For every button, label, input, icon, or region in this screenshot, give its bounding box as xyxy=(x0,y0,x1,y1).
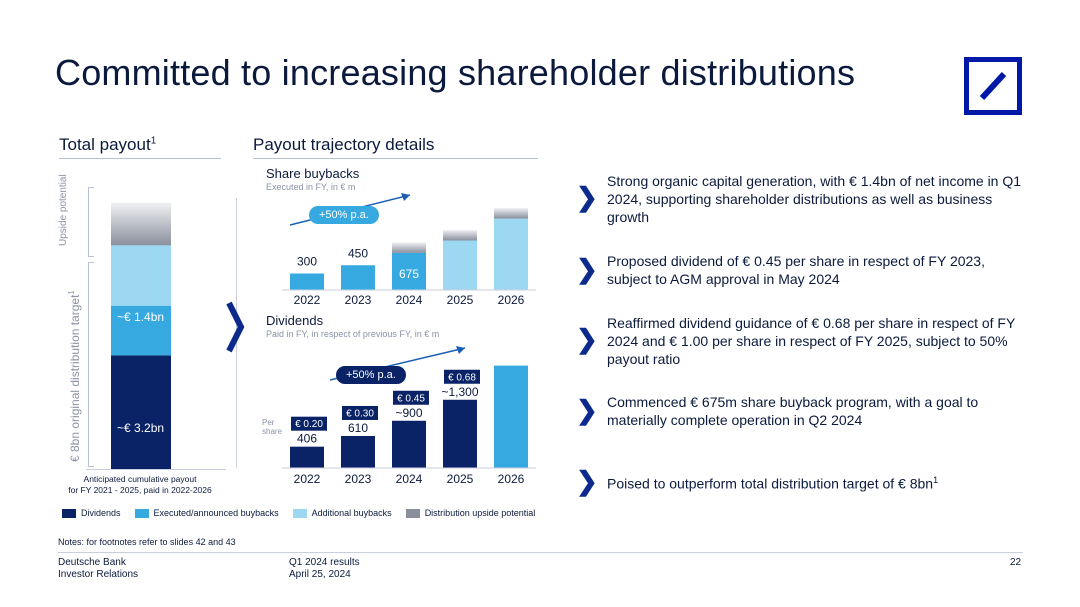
data-label: ~1,300 xyxy=(441,385,478,399)
deutsche-bank-logo xyxy=(964,57,1022,115)
total-payout-heading: Total payout1 xyxy=(59,135,157,154)
bar-dividend xyxy=(443,399,477,468)
legend-item-executed: Executed/announced buybacks xyxy=(134,508,279,518)
x-tick-label: 2025 xyxy=(447,293,474,307)
upside-potential-label: Upside potential xyxy=(58,174,69,246)
total-payout-caption: Anticipated cumulative payout for FY 2021… xyxy=(68,474,212,495)
x-tick-label: 2022 xyxy=(294,472,321,486)
per-share-box xyxy=(342,405,378,420)
bar-buyback-additional xyxy=(443,240,477,290)
upside-bracket xyxy=(88,187,94,257)
bar-buyback-additional xyxy=(494,218,528,290)
segment-additional xyxy=(111,245,171,306)
bullet-text: Reaffirmed dividend guidance of € 0.68 p… xyxy=(607,315,1016,367)
bullet-text: Commenced € 675m share buyback program, … xyxy=(607,394,979,428)
bar-buyback-executed xyxy=(392,252,426,290)
buybacks-growth-pill: +50% p.a. xyxy=(309,206,379,224)
divider xyxy=(253,158,538,159)
footnote: Notes: for footnotes refer to slides 42 … xyxy=(58,537,236,547)
footer-report: Q1 2024 results April 25, 2024 xyxy=(289,557,360,580)
legend-item-additional: Additional buybacks xyxy=(292,508,392,518)
bar-buyback-executed xyxy=(290,273,324,290)
dividends-title: Dividends xyxy=(266,313,324,328)
target-bracket xyxy=(88,262,94,467)
share-buybacks-chart: 300 2022 450 2023 675 2024 2025 2026 xyxy=(282,193,536,307)
data-label: 610 xyxy=(348,421,368,435)
segment-executed xyxy=(111,305,171,356)
x-tick-label: 2026 xyxy=(498,293,525,307)
legend-swatch xyxy=(62,508,76,518)
per-share-label: € 0.30 xyxy=(346,408,374,419)
legend-swatch xyxy=(134,508,149,518)
data-label: 406 xyxy=(297,432,317,446)
x-tick-label: 2022 xyxy=(294,293,321,307)
segment-label-dividends: ~€ 3.2bn xyxy=(117,421,165,435)
distribution-target-label: € 8bn original distribution target1 xyxy=(67,290,82,462)
per-share-label: Per share xyxy=(262,418,283,436)
per-share-box xyxy=(444,369,480,384)
chevron-right-icon: ❯ xyxy=(576,466,598,496)
per-share-label: € 0.20 xyxy=(295,419,323,430)
bar-dividend-executed xyxy=(494,365,528,468)
legend-item-dividends: Dividends xyxy=(62,508,121,518)
buybacks-note: Executed in FY, in € m xyxy=(266,182,356,192)
x-tick-label: 2023 xyxy=(345,293,372,307)
dividends-growth-pill: +50% p.a. xyxy=(336,366,406,384)
chevron-right-icon: ❯ xyxy=(576,182,598,212)
buybacks-title: Share buybacks xyxy=(266,166,360,181)
per-share-label: € 0.68 xyxy=(448,372,476,383)
segment-label-executed: ~€ 1.4bn xyxy=(117,310,165,324)
page-number: 22 xyxy=(1010,557,1022,568)
bullet-text: Strong organic capital generation, with … xyxy=(607,173,1022,225)
x-tick-label: 2025 xyxy=(447,472,474,486)
page-title: Committed to increasing shareholder dist… xyxy=(55,52,856,93)
footer-company: Deutsche Bank Investor Relations xyxy=(58,557,139,580)
bar-dividend xyxy=(341,435,375,468)
bar-buyback-executed xyxy=(341,265,375,290)
bar-buyback-upside xyxy=(494,208,528,219)
bullet-text: Poised to outperform total distribution … xyxy=(607,475,939,492)
per-share-box xyxy=(393,390,429,405)
per-share-label: € 0.45 xyxy=(397,393,425,404)
trajectory-heading: Payout trajectory details xyxy=(253,135,435,154)
legend-swatch xyxy=(292,508,307,518)
segment-upside xyxy=(111,202,171,246)
x-tick-label: 2024 xyxy=(396,472,423,486)
footer-divider xyxy=(58,552,1023,553)
x-tick-label: 2024 xyxy=(396,293,423,307)
dividends-chart: 406 € 0.20 2022 610 € 0.30 2023 ~900 € 0.45 2024… xyxy=(282,346,536,486)
bar-dividend xyxy=(392,420,426,468)
data-label: ~900 xyxy=(395,406,422,420)
bar-buyback-upside xyxy=(392,242,426,253)
legend-swatch xyxy=(405,508,420,518)
chevron-right-icon xyxy=(226,301,245,353)
data-label: 300 xyxy=(297,255,317,269)
data-label: 675 xyxy=(399,267,419,281)
chevron-right-icon: ❯ xyxy=(576,254,598,284)
chevron-right-icon: ❯ xyxy=(576,395,598,425)
data-label: 450 xyxy=(348,246,368,260)
bullet-text: Proposed dividend of € 0.45 per share in… xyxy=(607,253,985,287)
legend-item-upside: Distribution upside potential xyxy=(405,508,535,518)
per-share-box xyxy=(291,416,327,431)
divider xyxy=(59,158,221,159)
chevron-right-icon: ❯ xyxy=(576,324,598,354)
total-payout-chart xyxy=(111,202,171,469)
segment-dividends xyxy=(111,355,171,469)
x-tick-label: 2023 xyxy=(345,472,372,486)
dividends-note: Paid in FY, in respect of previous FY, i… xyxy=(266,329,440,339)
legend: Dividends Executed/announced buybacks Ad… xyxy=(62,508,535,518)
bar-dividend xyxy=(290,446,324,468)
x-tick-label: 2026 xyxy=(498,472,525,486)
bar-buyback-upside xyxy=(443,230,477,241)
baseline xyxy=(86,469,226,470)
